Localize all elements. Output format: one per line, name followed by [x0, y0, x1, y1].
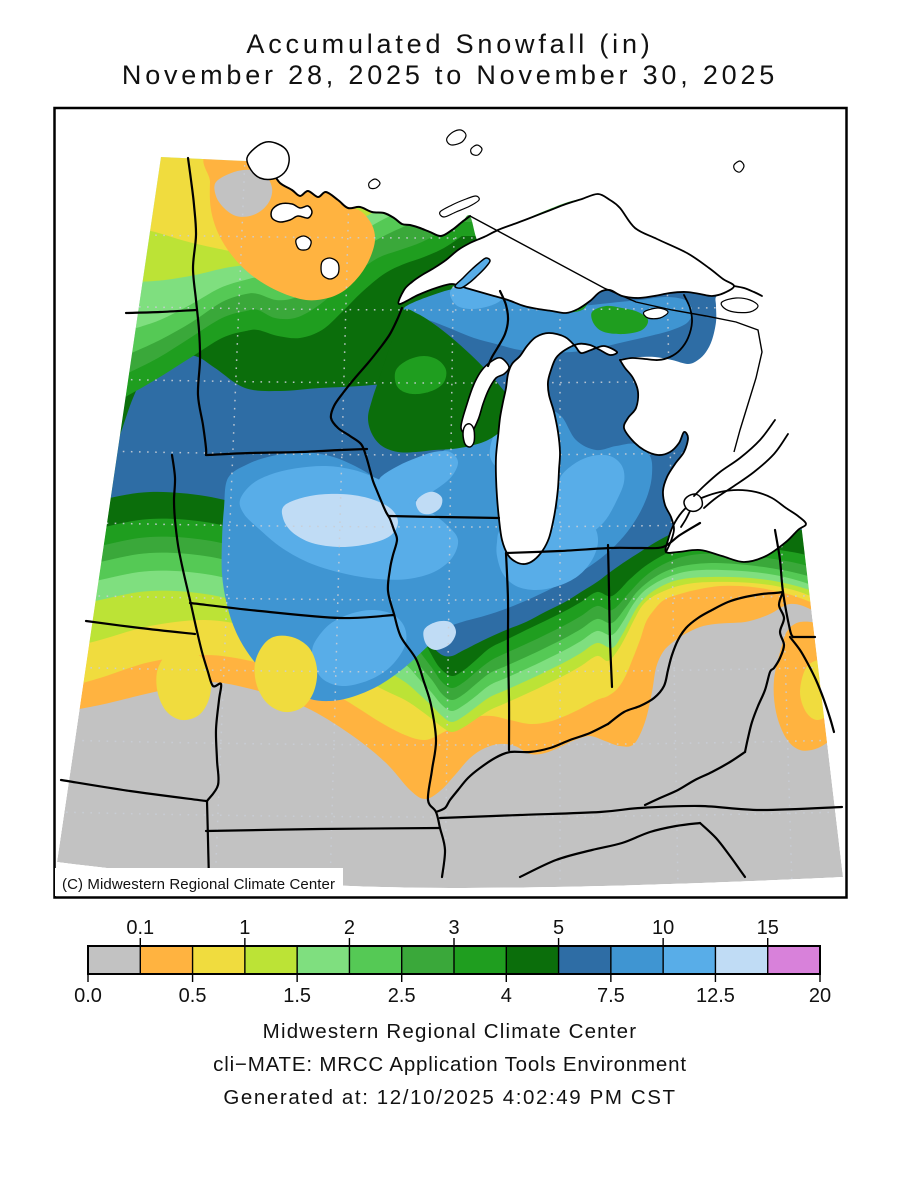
svg-text:0.0: 0.0 [74, 985, 102, 1007]
svg-text:Midwestern Regional Climate Ce: Midwestern Regional Climate Center [263, 1020, 638, 1043]
svg-text:20: 20 [809, 985, 831, 1007]
svg-text:November 28, 2025 to November: November 28, 2025 to November 30, 2025 [122, 60, 778, 90]
svg-text:Generated at: 12/10/2025 4:02:: Generated at: 12/10/2025 4:02:49 PM CST [223, 1086, 676, 1109]
svg-text:7.5: 7.5 [597, 985, 625, 1007]
svg-text:3: 3 [448, 917, 459, 939]
svg-text:0.1: 0.1 [126, 917, 154, 939]
svg-text:0.5: 0.5 [179, 985, 207, 1007]
svg-text:Accumulated Snowfall (in): Accumulated Snowfall (in) [246, 29, 653, 59]
svg-text:(C) Midwestern Regional Climat: (C) Midwestern Regional Climate Center [62, 876, 335, 893]
svg-text:1: 1 [239, 917, 250, 939]
svg-text:4: 4 [501, 985, 512, 1007]
svg-text:1.5: 1.5 [283, 985, 311, 1007]
svg-text:15: 15 [757, 917, 779, 939]
svg-text:2: 2 [344, 917, 355, 939]
svg-text:5: 5 [553, 917, 564, 939]
svg-text:cli−MATE: MRCC Application Too: cli−MATE: MRCC Application Tools Environ… [213, 1053, 687, 1076]
svg-text:2.5: 2.5 [388, 985, 416, 1007]
svg-text:10: 10 [652, 917, 674, 939]
svg-text:12.5: 12.5 [696, 985, 735, 1007]
